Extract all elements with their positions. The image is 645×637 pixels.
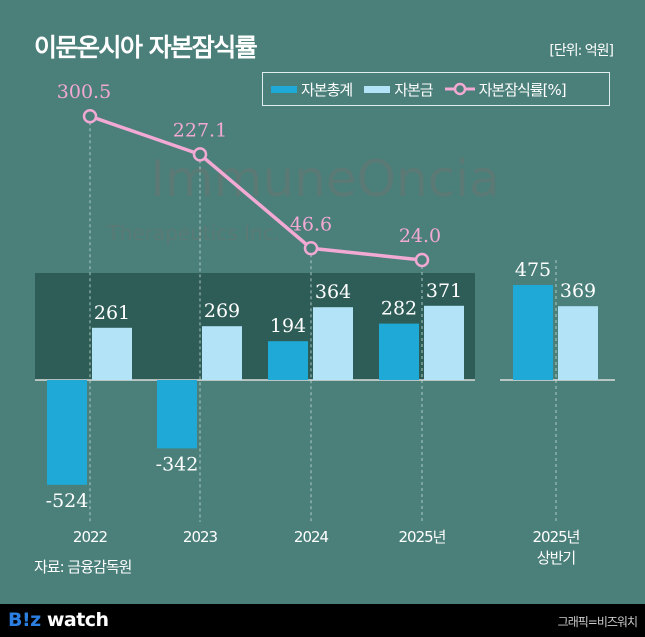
x-tick-label: 2024	[294, 528, 329, 546]
x-tick-label: 2025년	[533, 528, 580, 546]
erosion-rate-point	[414, 252, 430, 268]
bar-capital	[92, 327, 132, 380]
data-label: 475	[515, 259, 551, 281]
erosion-rate-label: 46.6	[290, 213, 332, 235]
data-label: 194	[270, 315, 306, 337]
source-note: 자료: 금융감독원	[34, 558, 132, 576]
erosion-rate-label: 227.1	[173, 119, 227, 141]
erosion-rate-point	[303, 241, 319, 256]
legend-label: 자본잠식률[%]	[478, 80, 567, 99]
x-tick-label: 2025년	[399, 528, 446, 546]
footer: B!z watch 그래픽=비즈워치	[0, 604, 645, 637]
brand-logo-part: watch	[40, 609, 109, 631]
data-label: 369	[560, 280, 596, 302]
legend-item-capital: 자본금	[364, 79, 434, 100]
legend-item-total-equity: 자본총계	[271, 79, 353, 100]
data-label: 371	[426, 280, 462, 302]
bar-total-equity	[379, 323, 419, 380]
bar-total-equity	[513, 285, 553, 380]
legend-item-erosion-rate: 자본잠식률[%]	[444, 79, 567, 100]
data-label: 364	[315, 281, 351, 303]
data-label: -342	[156, 453, 199, 475]
data-label: 269	[204, 300, 240, 322]
bar-total-equity	[157, 380, 197, 449]
bar-capital	[313, 307, 353, 380]
x-tick-label: 2022	[73, 528, 108, 546]
bar-total-equity	[268, 341, 308, 380]
bar-total-equity	[47, 380, 87, 485]
legend-label: 자본금	[394, 80, 433, 99]
erosion-rate-label: 300.5	[57, 81, 111, 103]
data-label: 261	[94, 302, 130, 324]
erosion-rate-label: 24.0	[399, 225, 441, 247]
unit-label: [단위: 억원]	[549, 43, 614, 59]
legend: 자본총계 자본금 자본잠식률[%]	[262, 72, 610, 106]
graphic-credit: 그래픽=비즈워치	[557, 615, 638, 629]
brand-logo-part: B!z	[8, 609, 41, 631]
watermark-logo: Therapeutics Inc.	[107, 221, 280, 245]
erosion-rate-line	[89, 114, 423, 262]
erosion-rate-point	[192, 147, 208, 162]
legend-label: 자본총계	[301, 80, 353, 99]
brand-logo: B!z watch	[8, 609, 109, 631]
bar-capital	[202, 326, 242, 380]
line-marker-icon	[444, 82, 475, 96]
bar-capital	[424, 305, 464, 380]
bar-capital	[558, 306, 598, 380]
x-tick-label: 상반기	[537, 549, 575, 567]
x-tick-label: 2023	[183, 528, 218, 546]
erosion-rate-point	[82, 108, 98, 124]
data-label: 282	[381, 298, 417, 320]
data-label: -524	[46, 490, 89, 512]
chart-title: 이문온시아 자본잠식률	[34, 33, 258, 62]
